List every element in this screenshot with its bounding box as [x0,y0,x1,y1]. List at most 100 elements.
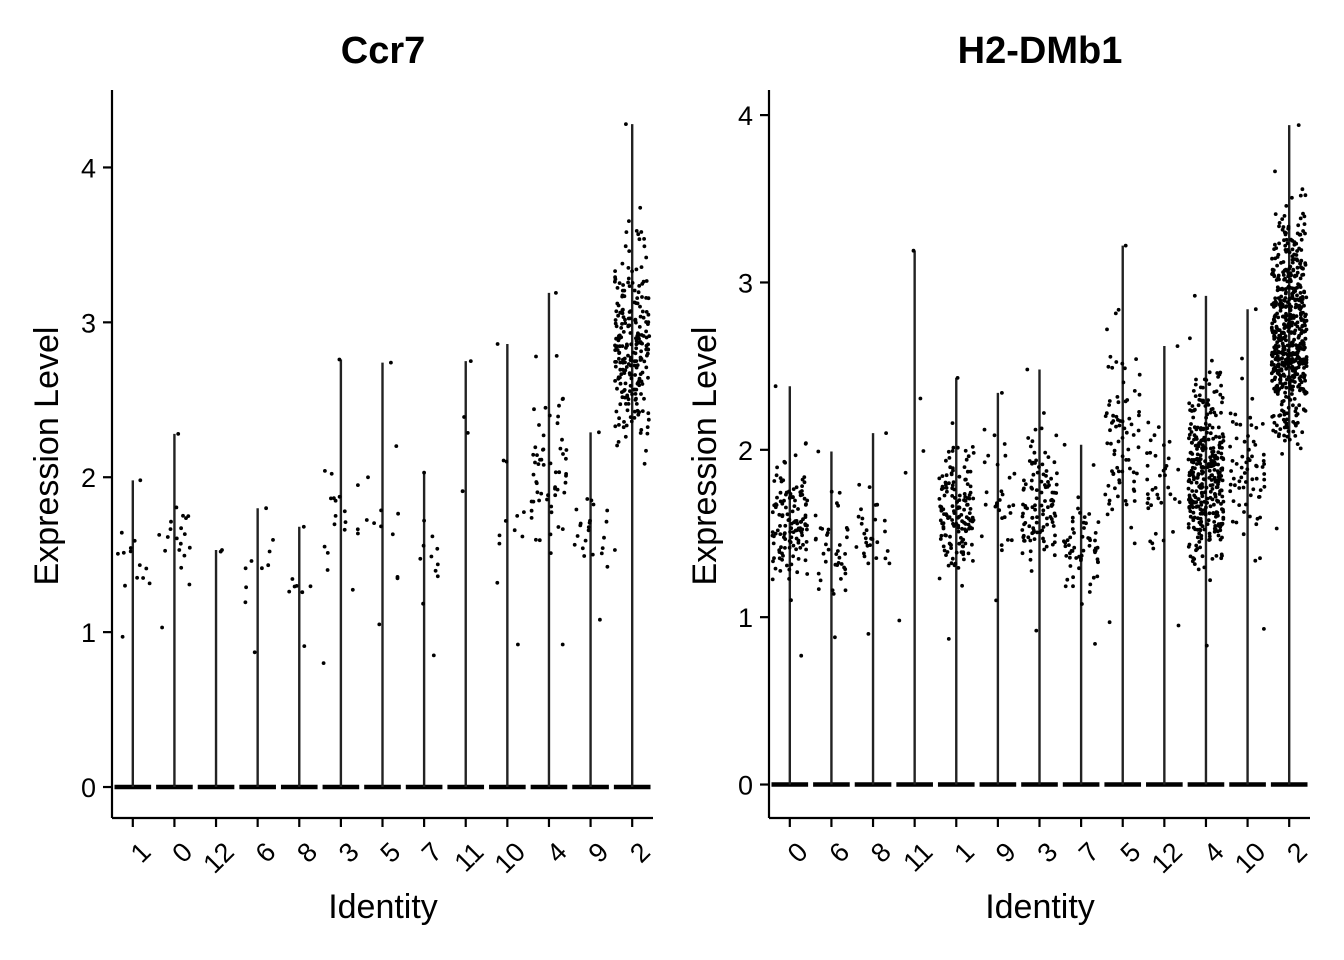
data-point [1298,285,1303,289]
data-point [614,344,618,349]
data-point [379,508,383,513]
data-point [955,376,960,380]
data-point [495,580,500,585]
data-point [1230,519,1235,524]
data-point [1201,385,1205,390]
data-point [1277,224,1281,229]
data-point [495,342,500,346]
data-point [366,475,370,480]
data-point [390,532,395,537]
data-point [947,481,951,486]
data-point [617,356,621,361]
data-point [1146,496,1151,501]
data-point [1195,475,1200,480]
data-point [617,281,622,285]
data-point [1302,408,1306,412]
data-point [640,295,644,299]
data-point [1237,503,1242,507]
data-point [1030,439,1035,444]
data-point [1193,466,1197,471]
data-point [165,535,170,539]
data-point [637,325,642,329]
data-point [1035,470,1040,475]
data-point [1189,480,1194,485]
data-point [921,449,926,453]
data-point [1284,237,1289,242]
data-point [794,536,799,541]
data-point [1292,397,1297,401]
data-point [1298,388,1302,393]
data-point [1216,474,1221,479]
data-point [1214,514,1218,519]
data-point [1091,575,1096,580]
y-tick-label: 3 [738,268,753,298]
data-point [1204,415,1208,420]
data-point [1070,549,1075,553]
data-point [631,350,636,355]
data-point [1079,558,1083,563]
data-point [614,309,619,314]
data-point [945,550,950,554]
data-point [555,421,560,426]
data-point [1137,413,1141,418]
data-point [642,237,646,241]
data-point [1187,432,1192,437]
data-point [615,348,620,352]
data-point [1254,463,1258,468]
data-point [534,481,539,486]
data-point [1296,223,1301,228]
data-point [787,577,791,581]
data-point [1187,401,1192,406]
data-point [964,457,969,462]
data-point [1111,413,1115,418]
data-point [1113,311,1118,316]
data-point [1034,628,1039,633]
data-point [787,567,792,572]
data-point [1192,493,1197,498]
data-point [1194,427,1199,432]
data-point [1283,390,1287,395]
data-point [1220,432,1225,436]
data-point [1282,433,1286,438]
data-point [1293,297,1297,302]
data-point [956,525,961,530]
data-point [1082,526,1086,530]
data-point [1137,372,1142,377]
data-point [960,583,964,588]
data-point [144,566,149,571]
data-point [564,448,569,452]
data-point [1301,211,1305,216]
data-point [938,537,943,541]
data-point [1162,443,1166,447]
data-point [627,249,632,254]
data-point [1283,276,1287,281]
data-point [462,415,466,419]
data-point [301,524,306,529]
data-point [788,530,792,534]
data-point [1110,507,1115,512]
data-point [1251,439,1256,444]
x-tick-label: 10 [489,837,531,879]
data-point [992,433,997,438]
data-point [615,301,620,306]
data-point [1207,531,1212,536]
data-point [1245,467,1250,472]
data-point [962,492,967,496]
data-point [640,309,645,314]
data-point [564,456,568,461]
data-point [962,507,966,512]
data-point [1298,446,1303,451]
data-point [332,522,337,527]
data-point [1045,522,1049,527]
data-point [602,535,606,540]
data-point [135,575,140,580]
data-point [1270,321,1275,326]
data-point [1146,506,1151,511]
data-point [1070,527,1075,531]
data-point [1055,471,1059,476]
data-point [1290,364,1295,369]
data-point [794,547,798,552]
data-point [950,556,955,561]
data-point [541,433,546,438]
data-point [961,550,966,555]
